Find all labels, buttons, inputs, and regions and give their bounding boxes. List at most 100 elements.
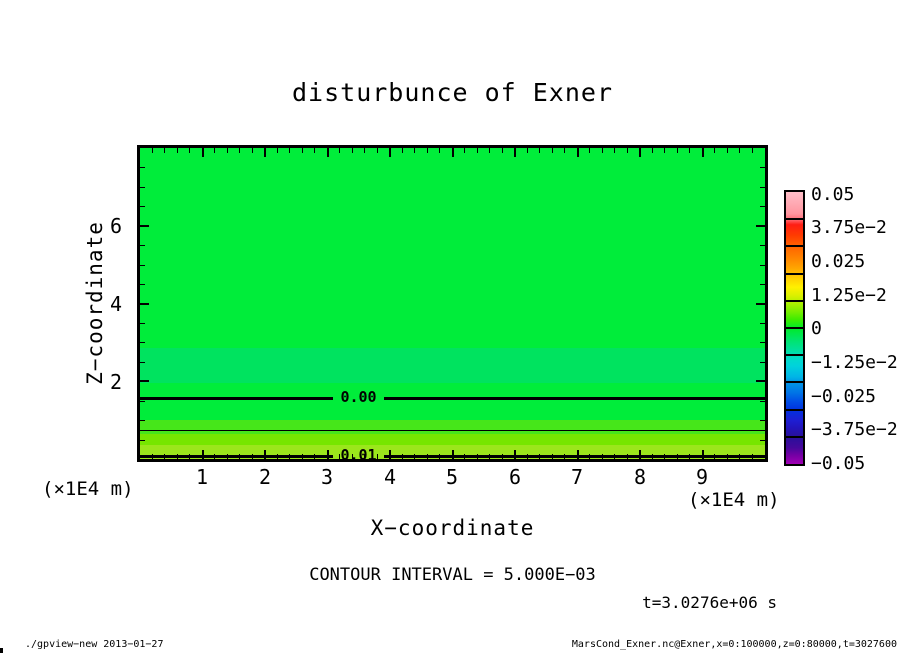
tick-mark	[676, 454, 678, 459]
tick-mark	[756, 380, 765, 383]
colorbar-label: 0.025	[811, 251, 866, 272]
tick-mark	[214, 148, 215, 153]
tick-mark	[760, 400, 765, 402]
tick-mark	[760, 264, 765, 266]
tick-mark	[264, 148, 266, 157]
tick-mark	[501, 148, 503, 153]
x-tick-label: 2	[258, 465, 272, 489]
tick-mark	[401, 454, 403, 459]
tick-mark	[739, 148, 740, 153]
colorbar-label: −0.025	[811, 386, 877, 407]
tick-mark	[589, 454, 590, 459]
x-tick-label: 1	[195, 465, 209, 489]
tick-mark	[140, 420, 145, 422]
contour-line	[140, 455, 333, 459]
tick-mark	[551, 454, 553, 459]
colorbar-divider	[786, 435, 803, 438]
colorbar-divider	[786, 299, 803, 302]
tick-mark	[760, 439, 765, 441]
tick-mark	[614, 148, 615, 153]
tick-mark	[751, 454, 753, 459]
tick-mark	[226, 148, 228, 153]
tick-mark	[140, 322, 145, 324]
tick-mark	[314, 454, 315, 459]
tick-mark	[140, 167, 145, 169]
tick-mark	[326, 450, 329, 459]
tone-band	[140, 148, 765, 349]
window-corner-mark	[0, 648, 3, 653]
time-annotation: t=3.0276e+06 s	[642, 593, 777, 612]
tick-mark	[364, 148, 365, 153]
tick-mark	[451, 450, 454, 459]
footer-datasource: MarsCond_Exner.nc@Exner,x=0:100000,z=0:8…	[571, 639, 897, 650]
tick-mark	[426, 148, 428, 153]
tick-mark	[314, 148, 315, 153]
tick-mark	[239, 148, 240, 153]
tick-mark	[564, 148, 565, 153]
colorbar-divider	[786, 218, 803, 221]
tick-mark	[576, 148, 579, 157]
tick-mark	[756, 224, 765, 227]
x-tick-label: 6	[508, 465, 522, 489]
tone-band	[140, 383, 765, 421]
contour-line	[384, 396, 765, 400]
tick-mark	[201, 148, 204, 157]
tick-mark	[140, 224, 149, 227]
x-tick-label: 7	[570, 465, 584, 489]
tick-mark	[364, 454, 365, 459]
tick-mark	[451, 148, 454, 157]
tick-mark	[251, 454, 253, 459]
tick-mark	[760, 284, 765, 286]
tick-mark	[140, 245, 145, 247]
tick-mark	[760, 342, 765, 344]
tick-mark	[626, 148, 628, 153]
tick-mark	[751, 148, 753, 153]
contour-interval-annotation: CONTOUR INTERVAL = 5.000E−03	[309, 565, 596, 585]
tick-mark	[626, 454, 628, 459]
tick-mark	[276, 148, 278, 153]
tick-mark	[476, 454, 478, 459]
tick-mark	[651, 148, 653, 153]
tick-mark	[176, 454, 178, 459]
colorbar	[784, 190, 805, 466]
tick-mark	[339, 454, 340, 459]
tick-mark	[576, 450, 579, 459]
tick-mark	[339, 148, 340, 153]
tick-mark	[639, 450, 641, 459]
tick-mark	[676, 148, 678, 153]
tick-mark	[756, 302, 765, 305]
tick-mark	[164, 454, 165, 459]
tick-mark	[739, 454, 740, 459]
contour-label: 0.00	[340, 387, 377, 406]
tick-mark	[140, 380, 149, 383]
tick-mark	[176, 148, 178, 153]
tick-mark	[189, 454, 190, 459]
contour-label: 0.01	[340, 446, 377, 465]
x-tick-label: 9	[695, 465, 709, 489]
colorbar-label: −0.05	[811, 453, 866, 474]
y-axis-unit: (×1E4 m)	[42, 478, 134, 500]
colorbar-label: 3.75e−2	[811, 217, 887, 238]
colorbar-divider	[786, 354, 803, 357]
tick-mark	[701, 148, 704, 157]
tick-mark	[389, 450, 391, 459]
tick-mark	[389, 148, 391, 157]
tick-mark	[301, 148, 303, 153]
colorbar-label: 0.05	[811, 184, 855, 205]
x-tick-label: 3	[320, 465, 334, 489]
tick-mark	[376, 148, 378, 153]
chart-title: disturbunce of Exner	[291, 78, 614, 107]
tick-mark	[476, 148, 478, 153]
tick-mark	[151, 148, 153, 153]
tick-mark	[714, 148, 715, 153]
tick-mark	[276, 454, 278, 459]
contour-line	[140, 429, 765, 431]
tick-mark	[140, 400, 145, 402]
tone-band	[140, 433, 765, 446]
tick-mark	[701, 450, 704, 459]
tick-mark	[214, 454, 215, 459]
tick-mark	[514, 148, 516, 157]
tick-mark	[140, 264, 145, 266]
tick-mark	[489, 148, 490, 153]
plot-area: 0.00 0.01	[137, 145, 768, 465]
